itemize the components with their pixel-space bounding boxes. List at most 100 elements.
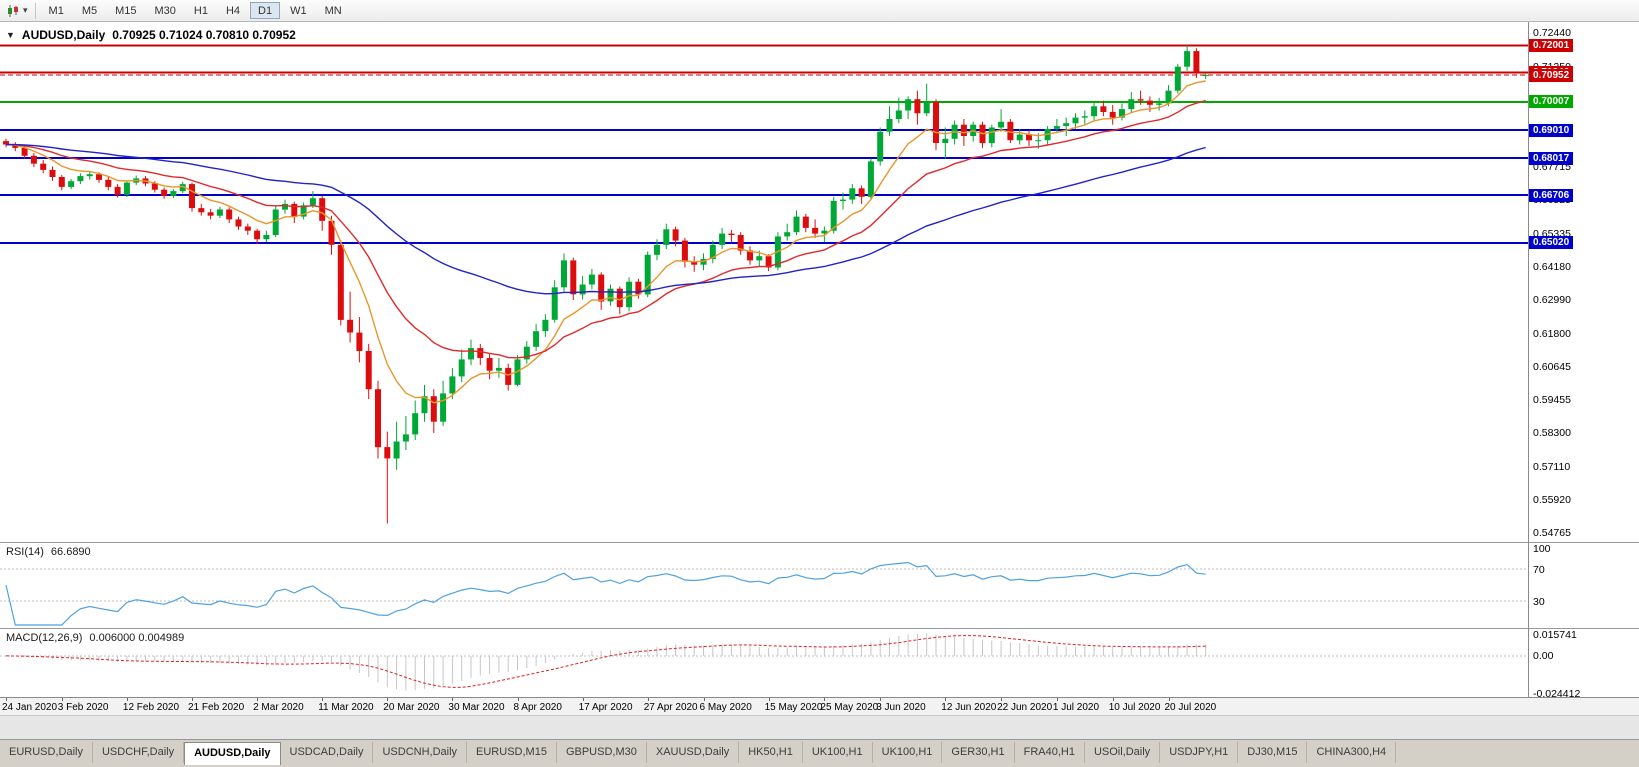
price-axis-label: 0.57110 xyxy=(1533,460,1571,473)
time-axis-tick xyxy=(387,698,389,701)
price-line-badge: 0.69010 xyxy=(1529,123,1574,137)
rsi-value: 66.6890 xyxy=(50,546,91,558)
chart-tab-usdcnh-daily[interactable]: USDCNH,Daily xyxy=(373,742,468,763)
macd-panel-separator[interactable] xyxy=(0,628,1639,629)
price-line-badge: 0.72001 xyxy=(1529,38,1574,52)
date-label: 27 Apr 2020 xyxy=(643,702,698,713)
toolbar-divider xyxy=(34,2,36,19)
macd-axis-label: 0.00 xyxy=(1533,650,1554,663)
date-label: 3 Feb 2020 xyxy=(57,702,109,713)
time-axis-tick xyxy=(1056,698,1058,701)
chart-tab-usdjpy-h1[interactable]: USDJPY,H1 xyxy=(1160,742,1239,763)
time-axis[interactable]: 24 Jan 2020 3 Feb 2020 12 Feb 2020 21 Feb 2… xyxy=(0,697,1639,715)
rsi-axis-label: 30 xyxy=(1533,595,1545,608)
chart-tab-usdchf-daily[interactable]: USDCHF,Daily xyxy=(92,742,185,763)
rsi-indicator-label: RSI(14) 66.6890 xyxy=(6,546,91,558)
chart-tab-dj30-m15[interactable]: DJ30,M15 xyxy=(1238,742,1308,763)
chart-tab-uk100-h1[interactable]: UK100,H1 xyxy=(872,742,943,763)
date-label: 21 Feb 2020 xyxy=(188,702,245,713)
price-line-badge: 0.70952 xyxy=(1529,68,1574,82)
time-axis-tick xyxy=(6,698,7,701)
rsi-panel[interactable] xyxy=(0,542,1528,628)
price-axis-label: 0.55920 xyxy=(1533,494,1571,507)
chart-tab-hk50-h1[interactable]: HK50,H1 xyxy=(739,742,803,763)
time-axis-tick xyxy=(517,698,519,701)
price-axis-label: 0.60645 xyxy=(1533,360,1571,373)
date-label: 24 Jan 2020 xyxy=(2,702,58,713)
price-axis-label: 0.64180 xyxy=(1533,260,1571,273)
time-axis-tick xyxy=(126,698,128,701)
rsi-panel-separator[interactable] xyxy=(0,542,1639,543)
status-strip xyxy=(0,715,1639,739)
chart-symbol-period: AUDUSD,Daily xyxy=(21,28,106,42)
time-axis-tick xyxy=(945,698,947,701)
time-axis-tick xyxy=(192,698,193,701)
chart-tab-eurusd-daily[interactable]: EURUSD,Daily xyxy=(0,742,93,763)
rsi-axis-label: 70 xyxy=(1533,563,1545,576)
chart-area: ▼ AUDUSD,Daily 0.70925 0.71024 0.70810 0… xyxy=(0,22,1639,715)
chart-tab-audusd-daily[interactable]: AUDUSD,Daily xyxy=(184,742,281,765)
date-label: 6 May 2020 xyxy=(699,702,752,713)
timeframe-button-h1[interactable]: H1 xyxy=(193,5,208,17)
timeframe-button-d1[interactable]: D1 xyxy=(250,2,281,19)
chart-tab-usdcad-daily[interactable]: USDCAD,Daily xyxy=(280,742,374,763)
time-axis-tick xyxy=(1112,698,1114,701)
timeframe-button-w1[interactable]: W1 xyxy=(290,5,307,17)
price-axis-label: 0.54765 xyxy=(1533,527,1571,539)
macd-values: 0.006000 0.004989 xyxy=(89,632,185,644)
timeframe-button-m15[interactable]: M15 xyxy=(115,5,137,17)
candlestick-glyph xyxy=(8,4,18,17)
rsi-name: RSI(14) xyxy=(6,546,44,558)
price-line-badge: 0.65020 xyxy=(1529,236,1574,250)
time-axis-tick xyxy=(322,698,324,701)
chart-tab-ger30-h1[interactable]: GER30,H1 xyxy=(942,742,1015,763)
time-axis-tick xyxy=(647,698,649,701)
price-line-badge: 0.70007 xyxy=(1529,95,1574,109)
chart-tab-eurusd-m15[interactable]: EURUSD,M15 xyxy=(467,742,557,763)
timeframe-button-h4[interactable]: H4 xyxy=(225,5,241,17)
macd-axis-label: -0.024412 xyxy=(1533,687,1581,700)
date-label: 10 Jul 2020 xyxy=(1108,702,1161,713)
date-label: 22 Jun 2020 xyxy=(997,702,1053,713)
time-axis-tick xyxy=(1001,698,1003,701)
date-label: 3 Jun 2020 xyxy=(876,702,926,713)
price-axis[interactable]: 0.724400.712500.700600.688700.677150.665… xyxy=(1528,22,1639,715)
chart-tab-gbpusd-m30[interactable]: GBPUSD,M30 xyxy=(556,742,647,763)
date-label: 1 Jul 2020 xyxy=(1052,702,1100,713)
timeframe-button-mn[interactable]: MN xyxy=(324,5,342,17)
timeframe-buttons: M1 M5 M15 M30 H1 H4 D1 W1 MN xyxy=(40,2,351,19)
chart-tab-uk100-h1[interactable]: UK100,H1 xyxy=(802,742,873,763)
price-axis-label: 0.62990 xyxy=(1533,294,1571,307)
time-axis-tick xyxy=(880,698,882,701)
time-axis-tick xyxy=(768,698,770,701)
date-label: 8 Apr 2020 xyxy=(513,702,562,713)
date-label: 12 Feb 2020 xyxy=(122,702,180,713)
chart-tab-bar: EURUSD,Daily USDCHF,Daily AUDUSD,Daily USDC… xyxy=(0,739,1639,767)
time-axis-tick xyxy=(703,698,705,701)
chart-candles-icon[interactable] xyxy=(3,3,23,19)
chart-tab-fra40-h1[interactable]: FRA40,H1 xyxy=(1014,742,1085,763)
time-axis-tick xyxy=(824,698,826,701)
date-label: 2 Mar 2020 xyxy=(253,702,304,713)
symbol-dropdown-icon[interactable]: ▼ xyxy=(6,30,15,40)
chart-tab-usoil-daily[interactable]: USOil,Daily xyxy=(1084,742,1161,763)
time-axis-tick xyxy=(452,698,454,701)
time-axis-tick xyxy=(257,698,259,701)
chevron-down-icon[interactable]: ▾ xyxy=(23,5,28,15)
timeframe-button-m5[interactable]: M5 xyxy=(81,5,98,17)
timeframe-button-m1[interactable]: M1 xyxy=(48,5,64,17)
main-price-chart[interactable] xyxy=(0,22,1528,542)
chart-tab-xauusd-daily[interactable]: XAUUSD,Daily xyxy=(646,742,740,763)
chart-title-overlay: ▼ AUDUSD,Daily 0.70925 0.71024 0.70810 0… xyxy=(6,28,296,42)
price-axis-label: 0.72440 xyxy=(1533,27,1571,39)
price-axis-separator xyxy=(1528,22,1529,715)
macd-name: MACD(12,26,9) xyxy=(6,632,83,644)
date-label: 11 Mar 2020 xyxy=(318,702,374,713)
chart-tab-china300-h4[interactable]: CHINA300,H4 xyxy=(1307,742,1397,763)
price-line-badge: 0.66706 xyxy=(1529,188,1574,202)
date-label: 25 May 2020 xyxy=(820,702,879,713)
date-label: 15 May 2020 xyxy=(764,702,823,713)
timeframe-button-m30[interactable]: M30 xyxy=(154,5,176,17)
macd-panel[interactable] xyxy=(0,628,1528,697)
macd-axis-label: 0.015741 xyxy=(1533,629,1577,641)
